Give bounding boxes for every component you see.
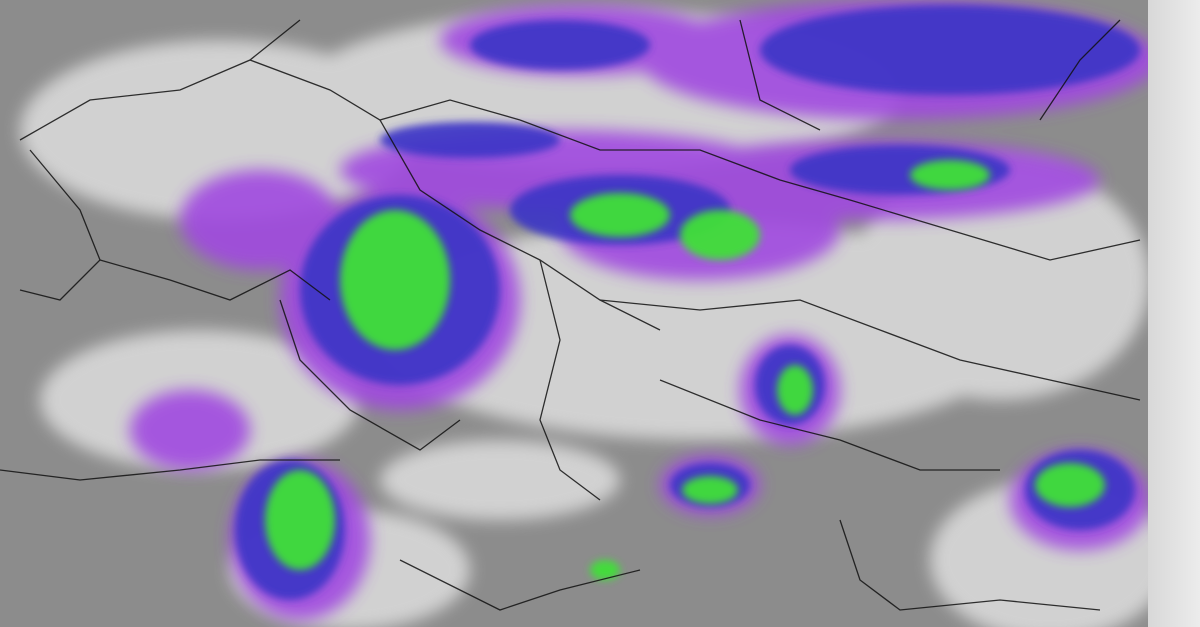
screen-frame-edge <box>1148 0 1200 627</box>
precipitation-green-layer <box>265 160 1105 580</box>
satellite-map <box>0 0 1148 627</box>
country-borders <box>0 19 1141 611</box>
